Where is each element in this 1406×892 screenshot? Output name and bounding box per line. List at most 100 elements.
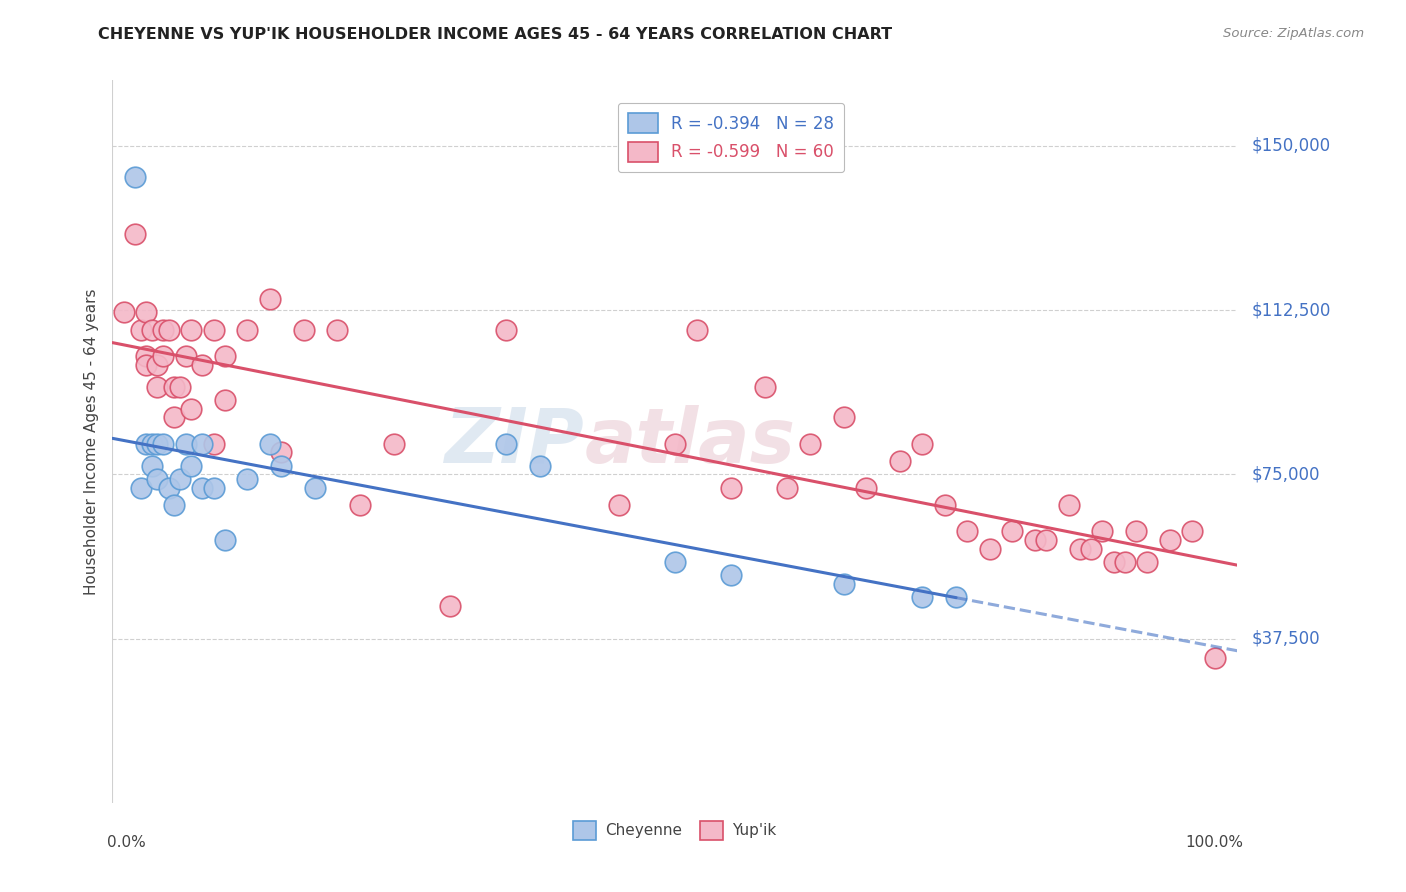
- Text: $112,500: $112,500: [1251, 301, 1330, 319]
- Point: [236, 323, 259, 337]
- Point: [270, 458, 292, 473]
- Point: [191, 436, 214, 450]
- Point: [141, 458, 163, 473]
- Point: [799, 436, 821, 450]
- Text: 0.0%: 0.0%: [107, 835, 146, 850]
- Point: [135, 358, 157, 372]
- Point: [191, 481, 214, 495]
- Point: [152, 436, 174, 450]
- Point: [911, 436, 934, 450]
- Point: [152, 323, 174, 337]
- Y-axis label: Householder Income Ages 45 - 64 years: Householder Income Ages 45 - 64 years: [83, 288, 98, 595]
- Point: [259, 292, 281, 306]
- Text: $37,500: $37,500: [1251, 630, 1320, 648]
- Point: [607, 498, 630, 512]
- Point: [686, 323, 709, 337]
- Point: [124, 227, 146, 241]
- Point: [174, 349, 197, 363]
- Point: [1057, 498, 1080, 512]
- Point: [529, 458, 551, 473]
- Point: [495, 436, 517, 450]
- Point: [754, 380, 776, 394]
- Point: [1181, 524, 1204, 539]
- Point: [157, 323, 180, 337]
- Text: 100.0%: 100.0%: [1185, 835, 1243, 850]
- Point: [124, 169, 146, 184]
- Point: [1114, 555, 1136, 569]
- Point: [664, 555, 686, 569]
- Text: Source: ZipAtlas.com: Source: ZipAtlas.com: [1223, 27, 1364, 40]
- Point: [979, 541, 1001, 556]
- Point: [664, 436, 686, 450]
- Point: [157, 481, 180, 495]
- Point: [1136, 555, 1159, 569]
- Point: [163, 380, 186, 394]
- Point: [945, 590, 967, 604]
- Point: [349, 498, 371, 512]
- Point: [174, 436, 197, 450]
- Point: [1091, 524, 1114, 539]
- Point: [180, 323, 202, 337]
- Point: [776, 481, 799, 495]
- Point: [135, 349, 157, 363]
- Point: [439, 599, 461, 613]
- Point: [326, 323, 349, 337]
- Legend: Cheyenne, Yup'ik: Cheyenne, Yup'ik: [567, 815, 783, 846]
- Point: [146, 472, 169, 486]
- Point: [304, 481, 326, 495]
- Point: [1159, 533, 1181, 547]
- Point: [163, 410, 186, 425]
- Point: [163, 498, 186, 512]
- Point: [146, 380, 169, 394]
- Point: [141, 436, 163, 450]
- Point: [180, 401, 202, 416]
- Point: [495, 323, 517, 337]
- Point: [169, 472, 191, 486]
- Point: [202, 436, 225, 450]
- Point: [832, 410, 855, 425]
- Point: [129, 323, 152, 337]
- Point: [202, 323, 225, 337]
- Point: [1080, 541, 1102, 556]
- Point: [135, 436, 157, 450]
- Point: [382, 436, 405, 450]
- Point: [1204, 651, 1226, 665]
- Point: [1069, 541, 1091, 556]
- Point: [911, 590, 934, 604]
- Text: ZIP: ZIP: [446, 405, 585, 478]
- Point: [270, 445, 292, 459]
- Point: [1024, 533, 1046, 547]
- Point: [191, 358, 214, 372]
- Text: CHEYENNE VS YUP'IK HOUSEHOLDER INCOME AGES 45 - 64 YEARS CORRELATION CHART: CHEYENNE VS YUP'IK HOUSEHOLDER INCOME AG…: [98, 27, 893, 42]
- Text: $75,000: $75,000: [1251, 466, 1320, 483]
- Point: [1035, 533, 1057, 547]
- Point: [180, 458, 202, 473]
- Point: [1102, 555, 1125, 569]
- Point: [889, 454, 911, 468]
- Point: [292, 323, 315, 337]
- Point: [259, 436, 281, 450]
- Point: [1125, 524, 1147, 539]
- Point: [236, 472, 259, 486]
- Point: [202, 481, 225, 495]
- Point: [129, 481, 152, 495]
- Point: [956, 524, 979, 539]
- Text: $150,000: $150,000: [1251, 137, 1330, 155]
- Point: [146, 358, 169, 372]
- Point: [832, 577, 855, 591]
- Point: [214, 533, 236, 547]
- Point: [720, 568, 742, 582]
- Point: [214, 392, 236, 407]
- Point: [214, 349, 236, 363]
- Point: [135, 305, 157, 319]
- Point: [152, 349, 174, 363]
- Point: [169, 380, 191, 394]
- Text: atlas: atlas: [585, 405, 796, 478]
- Point: [720, 481, 742, 495]
- Point: [146, 436, 169, 450]
- Point: [934, 498, 956, 512]
- Point: [141, 323, 163, 337]
- Point: [855, 481, 877, 495]
- Point: [1001, 524, 1024, 539]
- Point: [112, 305, 135, 319]
